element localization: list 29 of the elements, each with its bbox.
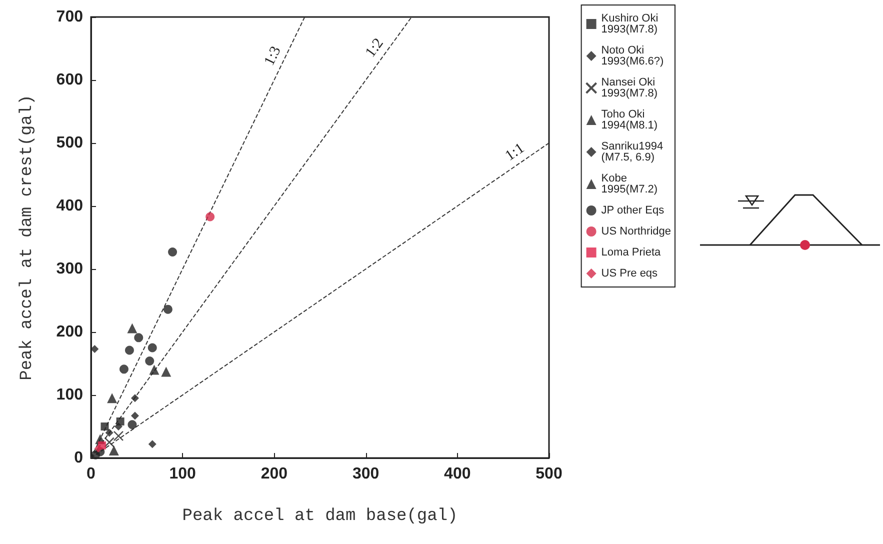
y-tick-label: 500 [56, 134, 84, 152]
y-tick-label: 300 [56, 260, 84, 278]
x-tick-label: 500 [536, 466, 562, 482]
y-tick-label: 0 [74, 450, 84, 466]
legend-label: US Pre eqs [601, 268, 658, 280]
legend-label: US Northridge [601, 226, 672, 238]
y-tick-label: 200 [56, 324, 84, 340]
x-tick-label: 100 [169, 466, 196, 482]
y-tick-label: 400 [56, 198, 84, 214]
legend-label: Sanriku1994 (M7.5, 6.9) [601, 140, 666, 164]
legend-label: Toho Oki 1994(M8.1) [601, 108, 658, 132]
legend-label: Loma Prieta [601, 246, 662, 258]
x-tick-label: 200 [260, 466, 288, 482]
y-axis-title: Peak accel at dam crest(gal) [18, 94, 37, 380]
y-tick-label: 700 [56, 8, 84, 26]
annotation: 1:2 [362, 36, 387, 60]
legend-label: Kushiro Oki 1993(M7.8) [601, 12, 662, 36]
legend-label: Kobe 1995(M7.2) [601, 172, 658, 196]
annotation: 1:1 [502, 140, 528, 164]
legend-label: Nansei Oki 1993(M7.8) [601, 76, 658, 100]
x-tick-label: 300 [352, 466, 380, 482]
legend-label: JP other Eqs [601, 204, 665, 216]
annotation: 1:3 [262, 44, 284, 68]
legend-label: Noto Oki 1993(M6.6?) [601, 44, 664, 68]
x-tick-label: 400 [444, 466, 471, 482]
x-tick-label: 0 [86, 466, 96, 482]
y-tick-label: 100 [56, 386, 84, 404]
x-axis-title: Peak accel at dam base(gal) [182, 507, 458, 526]
y-tick-label: 600 [56, 72, 84, 88]
